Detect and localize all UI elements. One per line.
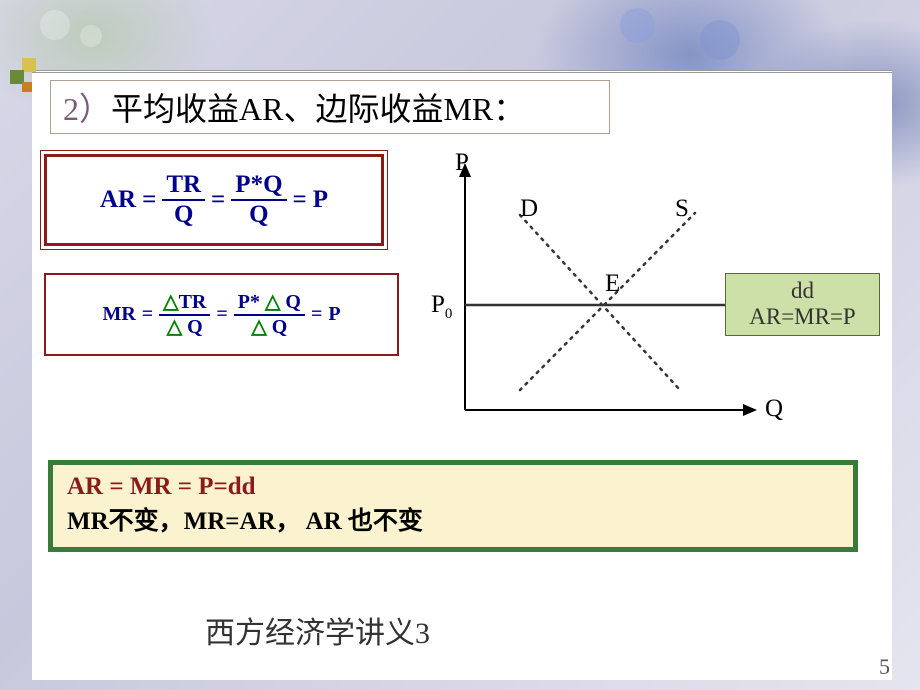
title-prefix: 2）: [63, 91, 111, 127]
equals-sign: =: [216, 303, 227, 326]
fraction: P*Q Q: [231, 172, 286, 229]
num-text: TR: [179, 291, 207, 313]
den-text: Q: [187, 316, 203, 338]
dd-line1: dd: [736, 278, 869, 304]
slide-title-box: 2）平均收益AR、边际收益MR：: [50, 80, 610, 134]
p-sub: 0: [445, 306, 453, 322]
y-axis-label: P: [455, 149, 469, 177]
flower-deco: [40, 10, 70, 40]
page-number: 5: [879, 654, 890, 680]
title-text: 平均收益AR、边际收益MR：: [111, 91, 525, 127]
numerator: P* △ Q: [234, 292, 305, 313]
numerator: TR: [162, 172, 205, 198]
formula-mr-box: MR = △TR △ Q = P* △ Q △ Q = P: [44, 273, 399, 356]
dd-line2: AR=MR=P: [736, 304, 869, 330]
mr-lhs: MR: [102, 303, 135, 326]
supply-demand-chart: P Q P0 D S E dd AR=MR=P: [425, 155, 895, 430]
flower-deco: [620, 8, 655, 43]
accent-square: [22, 58, 36, 72]
fraction: TR Q: [162, 172, 205, 229]
mr-rhs: P: [328, 303, 340, 326]
demand-curve: [520, 215, 680, 390]
num-text: Q: [285, 291, 301, 313]
flower-deco: [80, 25, 102, 47]
equals-sign: =: [311, 303, 322, 326]
denominator: Q: [245, 202, 272, 228]
flower-deco: [700, 20, 740, 60]
equals-sign: =: [293, 186, 307, 214]
delta-icon: △: [163, 291, 178, 313]
denominator: Q: [170, 202, 197, 228]
delta-icon: △: [265, 291, 280, 313]
accent-square: [22, 82, 32, 92]
supply-label: S: [675, 195, 689, 223]
equals-sign: =: [211, 186, 225, 214]
footer-lecture-title: 西方经济学讲义3: [205, 608, 430, 652]
slide-title: 2）平均收益AR、边际收益MR：: [63, 84, 525, 130]
x-axis-label: Q: [765, 395, 783, 423]
num-pre: P*: [238, 291, 265, 313]
numerator: P*Q: [231, 172, 286, 198]
ar-rhs: P: [313, 186, 328, 214]
equals-sign: =: [142, 303, 153, 326]
delta-icon: △: [167, 316, 182, 338]
equilibrium-label: E: [605, 270, 620, 298]
p-main: P: [431, 291, 445, 318]
fraction: △TR △ Q: [159, 292, 210, 338]
fraction: P* △ Q △ Q: [234, 292, 305, 338]
dd-annotation-box: dd AR=MR=P: [725, 273, 880, 336]
demand-label: D: [520, 195, 538, 223]
summary-box: AR = MR = P=dd MR不变，MR=AR， AR 也不变: [48, 460, 858, 552]
denominator: △ Q: [247, 317, 291, 338]
den-text: Q: [272, 316, 288, 338]
price-level-label: P0: [431, 291, 452, 323]
delta-icon: △: [251, 316, 266, 338]
summary-line-1: AR = MR = P=dd: [67, 473, 839, 501]
denominator: △ Q: [163, 317, 207, 338]
numerator: △TR: [159, 292, 210, 313]
ar-lhs: AR: [100, 186, 136, 214]
equals-sign: =: [142, 186, 156, 214]
formula-ar: AR = TR Q = P*Q Q = P: [47, 157, 381, 243]
summary-line-2: MR不变，MR=AR， AR 也不变: [67, 501, 839, 537]
formula-mr: MR = △TR △ Q = P* △ Q △ Q = P: [46, 275, 397, 354]
formula-ar-box: AR = TR Q = P*Q Q = P: [44, 154, 384, 246]
supply-curve: [520, 213, 695, 390]
